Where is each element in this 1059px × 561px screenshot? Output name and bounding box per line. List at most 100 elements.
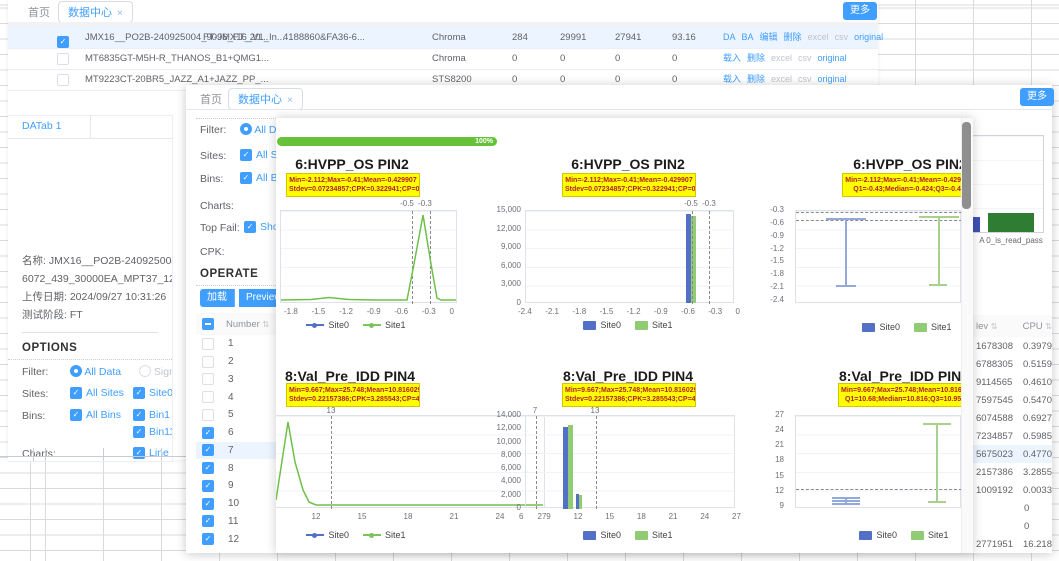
action-delete[interactable]: 删除 [747,48,765,69]
radio-sigma[interactable]: Sigma [139,365,173,378]
action-ba[interactable]: BA [742,27,754,48]
action-excel[interactable]: excel [808,27,829,48]
tab-home[interactable]: 首页 [200,91,222,107]
number-row[interactable]: 8 [196,459,278,477]
legend-site1[interactable]: Site1 [914,322,952,332]
row-checkbox[interactable] [202,462,214,474]
number-row[interactable]: 9 [196,477,278,495]
tab-separator [90,116,91,138]
stdev-column-header[interactable]: lev ⇅ [973,321,1015,332]
number-row[interactable]: 3 [196,371,278,389]
number-row[interactable]: 2 [196,353,278,371]
action-original[interactable]: original [818,48,847,69]
row-checkbox[interactable] [202,391,214,403]
row-checkbox[interactable] [202,498,214,510]
row-checkbox[interactable] [202,338,214,350]
tab-data-center[interactable]: 数据中心× [228,88,303,110]
stdev-value: 6074588 [973,413,1015,424]
table-row[interactable]: 2157386 3.2855 [973,463,1052,481]
load-button[interactable]: 加载 [200,289,235,307]
more-button[interactable]: 更多 [1020,88,1054,106]
axis-tick: -2.4 [518,307,532,316]
row-checkbox[interactable] [202,480,214,492]
more-button[interactable]: 更多 [843,2,877,20]
sort-icon[interactable]: ⇅ [991,322,998,331]
table-row[interactable]: 7234857 0.5985 [973,427,1052,445]
table-row[interactable]: 0 [973,499,1052,517]
legend-site1[interactable]: Site1 [911,530,949,540]
tab-close-icon[interactable]: × [287,95,293,106]
table-row[interactable]: MT6835GT-M5H-R_THANOS_B1+QMG1... Chroma … [8,48,878,70]
legend-site1[interactable]: Site1 [363,530,406,540]
action-da[interactable]: DA [723,27,736,48]
table-row[interactable]: 2771951 16.218 [973,535,1052,553]
checkbox-all-sites-label: All Sites [86,387,124,399]
table-row[interactable]: 9114565 0.4610 [973,373,1052,391]
tab-data-center[interactable]: 数据中心× [58,1,133,23]
table-row[interactable]: 6074588 0.6927 [973,409,1052,427]
legend-site0[interactable]: Site0 [306,320,349,330]
checkbox-all-bins[interactable]: All Bins [70,409,121,421]
number-row[interactable]: 11 [196,513,278,531]
table-row[interactable]: 0 [973,517,1052,535]
axis-tick: -0.3 [744,205,784,214]
row-checkbox[interactable] [57,36,69,48]
row-checkbox[interactable] [202,356,214,368]
limit-line [709,211,710,304]
scrollbar-thumb[interactable] [962,122,971,209]
sort-icon[interactable]: ⇅ [262,320,269,329]
select-all-checkbox[interactable] [202,318,214,330]
legend-site1[interactable]: Site1 [635,530,673,540]
number-value: 2 [228,356,234,367]
row-checkbox[interactable] [202,533,214,545]
action-delete[interactable]: 删除 [784,27,802,48]
legend-site0[interactable]: Site0 [583,530,621,540]
checkbox-all-sites[interactable]: All Sites [70,387,124,399]
row-checkbox[interactable] [57,74,69,86]
cpu-column-header[interactable]: CPU ⇅ [1015,321,1052,332]
checkbox-bin11[interactable]: Bin11 [133,426,173,438]
action-edit[interactable]: 编辑 [760,27,778,48]
row-checkbox[interactable] [202,409,214,421]
row-checkbox[interactable] [57,53,69,65]
action-original[interactable]: original [854,27,883,48]
number-column-header[interactable]: Number ⇅ [226,319,269,330]
tab-datab1[interactable]: DATab 1 [22,120,62,132]
checkbox-bin1[interactable]: Bin1 [133,409,170,421]
legend-site1[interactable]: Site1 [363,320,406,330]
row-checkbox[interactable] [202,515,214,527]
number-row[interactable]: 12 [196,530,278,548]
legend-site1[interactable]: Site1 [635,320,673,330]
legend-site0[interactable]: Site0 [306,530,349,540]
number-row[interactable]: 7 [196,442,278,460]
number-row[interactable]: 4 [196,388,278,406]
number-row[interactable]: 6 [196,424,278,442]
row-checkbox[interactable] [202,444,214,456]
radio-all-data[interactable]: All Data [70,365,121,378]
legend-label: Site0 [600,530,621,540]
table-row[interactable]: 1009192 0.0033 [973,481,1052,499]
row-checkbox[interactable] [202,373,214,385]
table-row[interactable]: 7597545 0.5470 [973,391,1052,409]
sort-icon[interactable]: ⇅ [1045,322,1052,331]
legend-site0[interactable]: Site0 [583,320,621,330]
table-row[interactable]: 1678308 0.3979 [973,337,1052,355]
tab-home[interactable]: 首页 [28,4,50,20]
cpu-value: 3.2855 [1015,467,1052,478]
table-row[interactable]: 5675023 0.4770 [973,445,1052,463]
action-excel[interactable]: excel [771,48,792,69]
action-csv[interactable]: csv [798,48,812,69]
table-row[interactable]: JMX16__PO2B-240925004_9096_FT_20... FT-J… [8,27,878,49]
number-row[interactable]: 5 [196,406,278,424]
number-row[interactable]: 10 [196,495,278,513]
action-load[interactable]: 载入 [723,48,741,69]
action-csv[interactable]: csv [835,27,849,48]
number-row[interactable]: 1 [196,335,278,353]
legend-site0[interactable]: Site0 [862,322,900,332]
row-checkbox[interactable] [202,427,214,439]
checkbox-site0[interactable]: Site0 [133,387,173,399]
tab-close-icon[interactable]: × [117,8,123,19]
divider [22,332,158,333]
table-row[interactable]: 6788305 0.5159 [973,355,1052,373]
legend-site0[interactable]: Site0 [859,530,897,540]
